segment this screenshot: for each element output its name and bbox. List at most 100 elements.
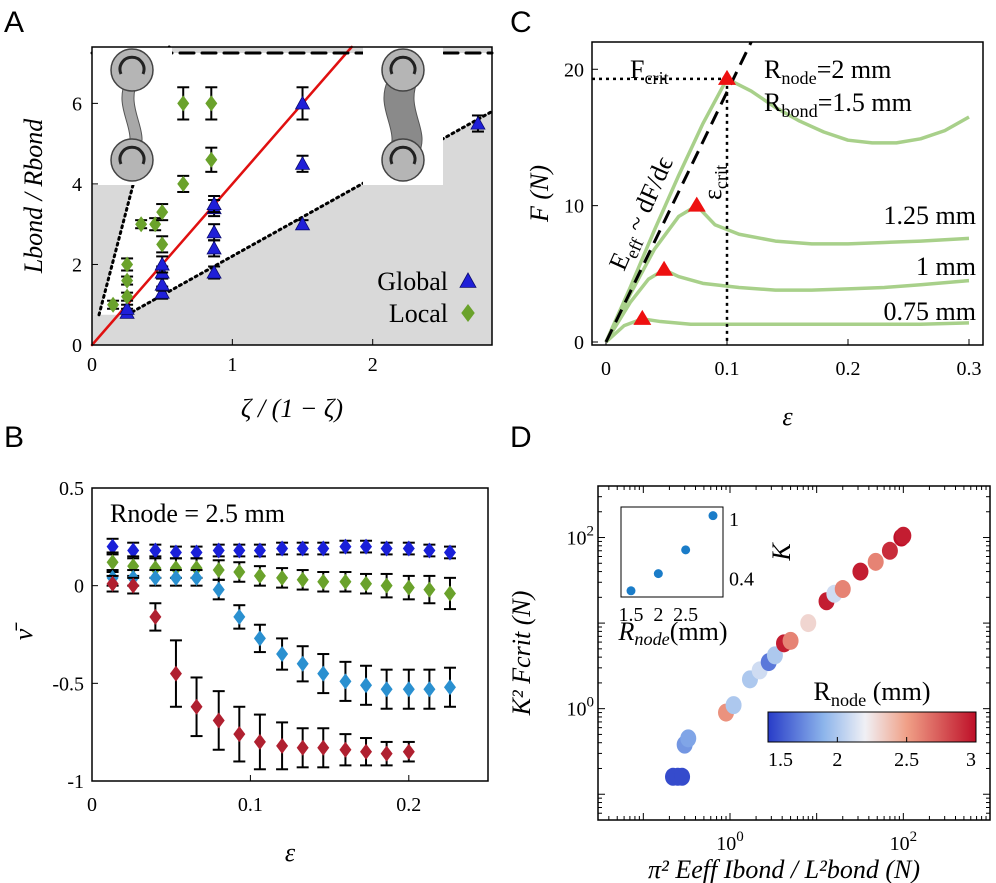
- point-b-3-10: [317, 739, 330, 756]
- point-b-2-8: [276, 646, 289, 663]
- point-b-2-14: [402, 681, 415, 698]
- ytick-label-c-1: 10: [564, 196, 584, 218]
- point-b-1-8: [276, 569, 289, 586]
- point-a-0-7: [206, 240, 222, 255]
- point-b-0-1: [127, 542, 140, 559]
- curve-c-0: [604, 77, 970, 343]
- region-top: [92, 47, 492, 53]
- point-b-0-11: [339, 538, 352, 555]
- inset-axes: [620, 506, 724, 598]
- point-b-0-0: [106, 538, 119, 555]
- ytick-label-a-1: 2: [72, 254, 82, 276]
- point-b-0-2: [149, 542, 162, 559]
- inset-xtick-1: 2: [653, 604, 663, 626]
- bond-thick-icon-arrow-0: [389, 55, 417, 75]
- ytick-label-b-0: 0.5: [59, 478, 84, 500]
- point-b-1-14: [402, 579, 415, 596]
- ann-rbond-main: R: [764, 88, 782, 117]
- bond-thick-icon-arrow-1: [389, 145, 417, 165]
- peak-c-3: [633, 309, 652, 325]
- point-b-3-11: [339, 741, 352, 758]
- xtick-label-c-3: 0.3: [957, 358, 982, 380]
- point-a-0-1: [119, 300, 135, 315]
- bond-thick-icon-node-0: [381, 48, 425, 92]
- point-a-0-13: [294, 95, 311, 110]
- point-d-6: [725, 696, 742, 715]
- point-a-0-3: [154, 276, 170, 291]
- point-d-16: [834, 580, 851, 599]
- point-a-1-1: [121, 288, 134, 305]
- xlabel-a: ζ / (1 − ζ): [241, 394, 343, 423]
- colorbar-tick-label-1: 2: [832, 749, 842, 771]
- fit-line-c: [604, 41, 753, 343]
- point-a-0-5: [154, 256, 170, 271]
- point-b-1-3: [169, 560, 182, 577]
- panel-b-chart: 0 0.1 0.2 0.5 0 -0.5 -1 ε ν̄ Rnode = 2.5 mm: [9, 478, 489, 867]
- point-b-2-4: [190, 569, 203, 586]
- axes-c: [591, 41, 984, 346]
- inset-xlabel: Rnode(mm): [617, 617, 727, 649]
- bond-thin-icon-arrow-0: [118, 55, 146, 75]
- point-b-2-11: [339, 673, 352, 690]
- point-a-0-14: [470, 115, 486, 130]
- xtick-label-b-1: 0.1: [238, 794, 263, 816]
- point-b-2-2: [149, 569, 162, 586]
- inset-point-3: [708, 511, 718, 521]
- ann-rnode-sub: node: [781, 68, 816, 88]
- ylabel-a: Lbond / Rbond: [19, 118, 48, 275]
- point-b-3-7: [253, 733, 266, 750]
- xtick-label-a-1: 1: [227, 354, 237, 376]
- ann-l075: 0.75 mm: [884, 297, 976, 326]
- ann-ecrit: εcrit: [698, 165, 731, 200]
- xtick-label-a-2: 2: [368, 354, 378, 376]
- point-b-0-15: [423, 542, 436, 559]
- inset-xtick-2: 2.5: [673, 604, 698, 626]
- xtick-label-a-0: 0: [87, 354, 97, 376]
- xtick-label-d-1: 102: [890, 829, 918, 855]
- xlabel-d: π² Eeff Ibond / L²bond (N): [648, 855, 920, 883]
- peak-c-1: [687, 196, 706, 212]
- point-b-0-3: [169, 544, 182, 561]
- inset-point-1: [653, 569, 663, 579]
- point-a-1-4: [135, 216, 148, 233]
- point-b-3-8: [276, 737, 289, 754]
- ann-l125: 1.25 mm: [884, 201, 976, 230]
- ylabel-b: ν̄: [9, 622, 38, 641]
- ylabel-c: F (N): [525, 165, 554, 223]
- point-b-3-13: [380, 745, 393, 762]
- point-b-3-1: [127, 577, 140, 594]
- point-b-0-8: [276, 540, 289, 557]
- point-a-0-8: [206, 224, 222, 239]
- point-b-2-7: [253, 630, 266, 647]
- inset-point-0: [626, 586, 636, 596]
- axes-a: [91, 46, 493, 346]
- inset-xlabel-main: R: [617, 617, 634, 646]
- point-a-1-11: [205, 95, 218, 112]
- inset-xtick-0: 1.5: [619, 604, 644, 626]
- xtick-label-b-2: 0.2: [396, 794, 421, 816]
- bond-thin-icon: [92, 47, 172, 185]
- ann-ecrit-main: ε: [698, 189, 727, 200]
- legend-a-label-0: Global: [377, 267, 448, 296]
- xtick-label-d-0-base: 10: [716, 833, 736, 855]
- point-b-3-5: [212, 712, 225, 729]
- point-d-18: [867, 552, 884, 571]
- xtick-label-d-0: 100: [716, 829, 744, 855]
- legend-a-label-1: Local: [389, 299, 448, 328]
- xtick-label-d-0-exp: 0: [736, 829, 744, 845]
- point-b-3-2: [149, 608, 162, 625]
- point-a-0-11: [294, 216, 311, 231]
- colorbar-title-main: R: [814, 677, 832, 706]
- ann-rbond-sub: bond: [781, 101, 817, 121]
- ytick-label-d-1-exp: 2: [587, 524, 595, 540]
- curve-c-2: [604, 267, 970, 343]
- ytick-label-a-3: 6: [72, 93, 82, 115]
- point-b-2-10: [317, 665, 330, 682]
- point-b-1-11: [339, 573, 352, 590]
- ann-fcrit: Fcrit: [630, 55, 669, 88]
- point-b-0-12: [360, 538, 373, 555]
- point-a-1-9: [177, 95, 190, 112]
- point-b-2-13: [380, 681, 393, 698]
- inset-point-2: [681, 545, 691, 555]
